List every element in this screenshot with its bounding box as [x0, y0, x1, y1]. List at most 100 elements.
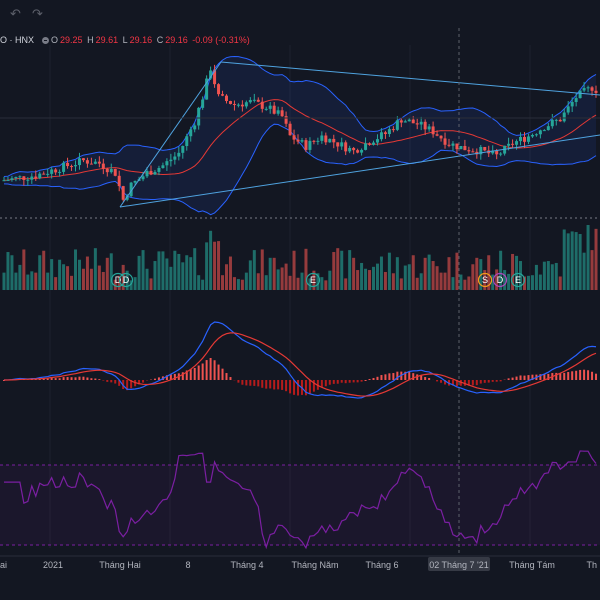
volume-bar — [224, 264, 228, 290]
candle-body — [113, 168, 117, 176]
macd-histogram-bar — [404, 371, 407, 380]
candle-body — [217, 84, 221, 95]
volume-bar — [499, 250, 503, 290]
macd-histogram-bar — [563, 372, 566, 380]
candle-body — [308, 140, 312, 150]
volume-bar — [491, 274, 495, 290]
event-badge-label: D — [115, 275, 122, 285]
macd-histogram-bar — [527, 375, 530, 380]
volume-bar — [252, 250, 256, 290]
candle-body — [594, 90, 598, 93]
volume-bar — [395, 257, 399, 290]
macd-histogram-bar — [320, 380, 323, 388]
macd-histogram-bar — [297, 380, 300, 396]
volume-bar — [320, 277, 324, 290]
volume-bar — [407, 264, 411, 290]
macd-histogram-bar — [110, 380, 113, 383]
high-key: H — [87, 35, 94, 45]
macd-histogram-bar — [106, 380, 109, 382]
macd-histogram-bar — [94, 378, 97, 380]
macd-histogram-bar — [428, 377, 431, 380]
macd-histogram-bar — [126, 380, 129, 391]
candle-body — [81, 158, 85, 161]
macd-histogram-bar — [78, 376, 81, 380]
candle-body — [26, 179, 30, 181]
x-tick-label: Tháng Tám — [509, 560, 555, 570]
volume-bar — [137, 255, 141, 290]
volume-bar — [379, 256, 383, 290]
candle-body — [232, 103, 236, 105]
candle-body — [507, 143, 511, 146]
volume-bar — [483, 270, 487, 290]
candle-body — [221, 94, 225, 96]
macd-histogram-bar — [499, 380, 502, 382]
macd-histogram-bar — [376, 376, 379, 380]
ohlc-legend: O · HNX O 29.25 H 29.61 L 29.16 C 29.16 -0.09… — [0, 33, 252, 47]
volume-bar — [109, 253, 113, 290]
macd-histogram-bar — [213, 360, 216, 380]
candle-body — [336, 142, 340, 147]
change-value: -0.09 (-0.31%) — [192, 35, 250, 45]
macd-histogram-bar — [157, 377, 160, 380]
macd-histogram-bar — [559, 373, 562, 380]
volume-bar — [467, 276, 471, 290]
macd-histogram-bar — [82, 376, 85, 380]
macd-histogram-bar — [567, 372, 570, 380]
volume-bar — [487, 255, 491, 290]
indicator-toggle-icon[interactable] — [42, 37, 50, 45]
high-value: 29.61 — [95, 35, 119, 45]
macd-histogram-bar — [173, 373, 176, 380]
macd-histogram-bar — [169, 374, 172, 380]
x-tick-label: Tháng 4 — [230, 560, 263, 570]
candle-body — [431, 126, 435, 135]
macd-histogram-bar — [46, 378, 49, 380]
candle-body — [511, 143, 515, 145]
candle-body — [451, 143, 455, 146]
candle-body — [562, 112, 566, 122]
low-key: L — [122, 35, 128, 45]
candle-body — [368, 143, 372, 145]
macd-histogram-bar — [312, 380, 315, 392]
volume-bar — [18, 264, 22, 290]
event-badge — [510, 272, 526, 288]
event-badge-label: E — [310, 275, 316, 285]
volume-bar — [197, 275, 201, 290]
volume-bar — [459, 274, 463, 290]
x-tick-label: Th — [586, 560, 597, 570]
candle-body — [14, 177, 18, 179]
volume-bar — [538, 274, 542, 290]
candle-body — [18, 176, 22, 178]
volume-bar — [399, 278, 403, 290]
volume-bar — [387, 252, 391, 290]
macd-histogram-bar — [241, 380, 244, 385]
candle-body — [530, 135, 534, 137]
macd-histogram-bar — [229, 377, 232, 380]
candle-body — [459, 146, 463, 150]
rsi-line — [3, 450, 597, 550]
volume-bar — [419, 273, 423, 290]
candle-body — [316, 140, 320, 142]
macd-histogram-bar — [285, 380, 288, 392]
candle-body — [372, 142, 376, 145]
candle-body — [284, 116, 288, 124]
candle-body — [157, 168, 161, 172]
volume-bar — [522, 276, 526, 290]
volume-bar — [97, 265, 101, 290]
macd-histogram-bar — [138, 380, 141, 385]
volume-bar — [423, 257, 427, 290]
candle-body — [348, 147, 352, 152]
candle-body — [209, 70, 213, 79]
candle-body — [205, 78, 209, 100]
candle-body — [495, 150, 499, 155]
volume-bar — [292, 250, 296, 290]
macd-histogram-bar — [344, 380, 347, 384]
redo-icon[interactable]: ↷ — [32, 6, 43, 21]
open-value: 29.25 — [60, 35, 83, 45]
candle-body — [491, 150, 495, 154]
overlays — [0, 28, 600, 556]
undo-icon[interactable]: ↶ — [10, 6, 21, 21]
candle-body — [519, 136, 523, 142]
volume-bar — [296, 277, 300, 290]
volume-bar — [117, 275, 121, 290]
